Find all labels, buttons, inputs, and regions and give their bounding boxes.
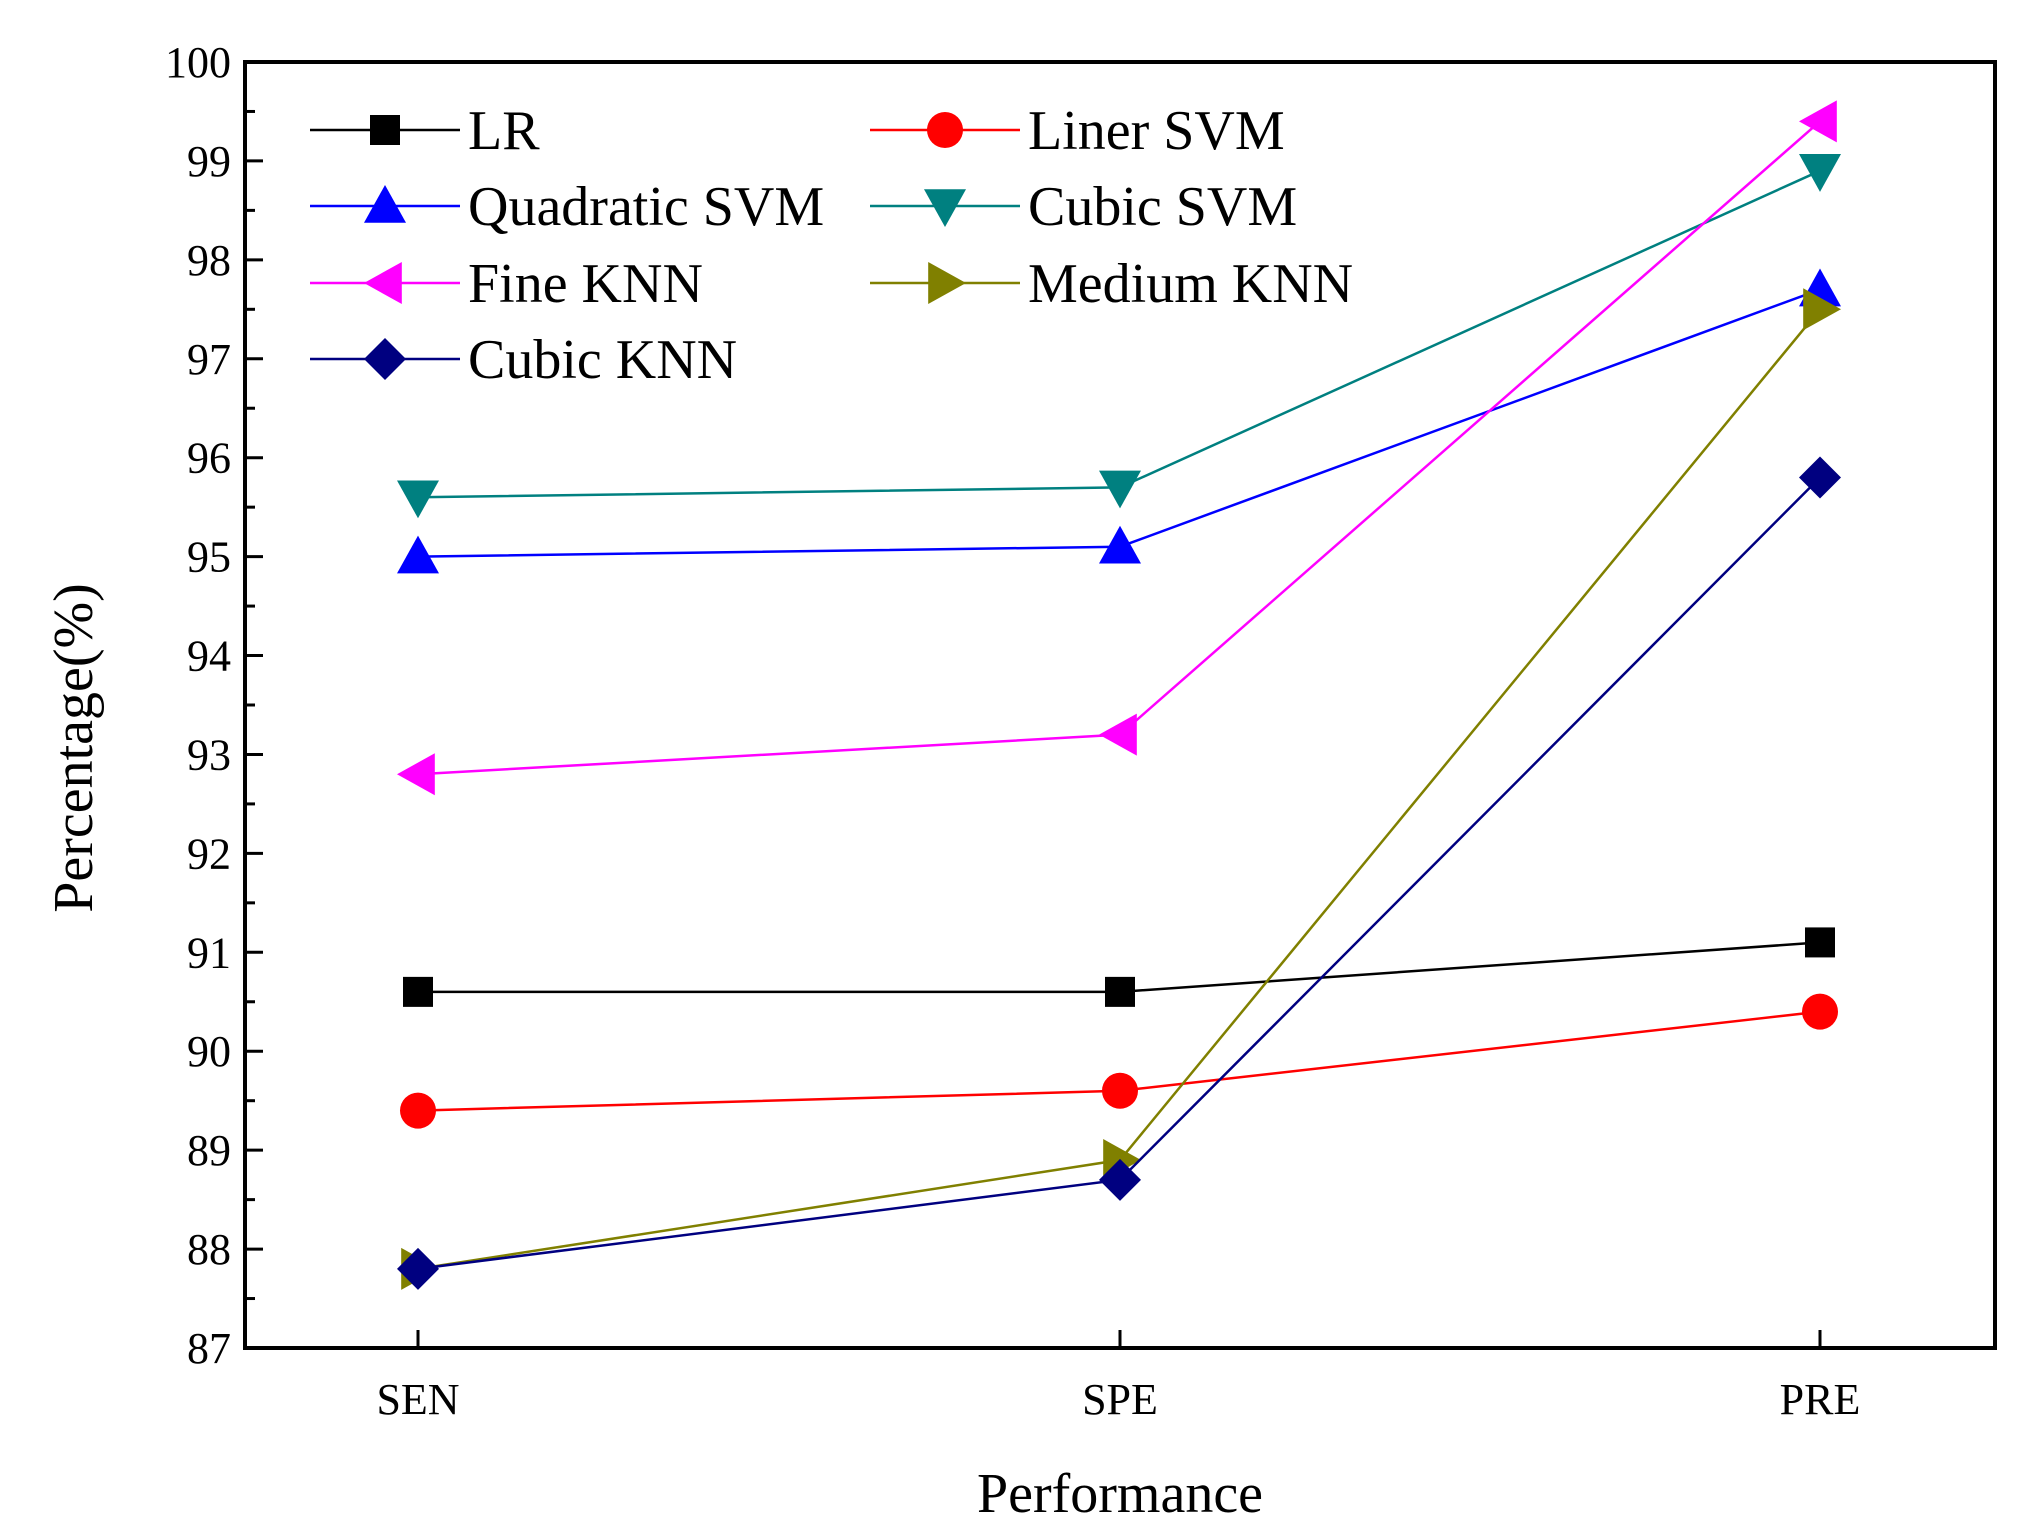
legend-marker-cubic-svm [924,189,966,227]
data-point-liner-svm-sen [400,1092,436,1129]
y-tick-label: 97 [187,335,231,384]
y-tick-label: 90 [187,1027,231,1076]
series-cubic-svm [397,154,1841,519]
series-cubic-knn [397,456,1841,1290]
x-tick-label-sen: SEN [376,1375,459,1424]
y-tick-label: 93 [187,730,231,779]
x-axis-title: Performance [977,1463,1263,1525]
x-tick-label-spe: SPE [1082,1375,1158,1424]
legend-marker-quadratic-svm [364,185,406,223]
y-tick-label: 100 [165,38,231,87]
legend-item-quadratic-svm: Quadratic SVM [310,176,824,238]
legend-marker-medium-knn [928,262,966,304]
series-fine-knn [397,100,1837,796]
legend-marker-lr [370,115,400,145]
x-tick-label-pre: PRE [1780,1375,1861,1424]
y-tick-label: 94 [187,632,231,681]
data-point-cubic-knn-pre [1799,456,1841,499]
series-liner-svm [400,993,1838,1129]
legend-item-liner-svm: Liner SVM [870,100,1285,162]
y-tick-label: 95 [187,533,231,582]
legend: LR Liner SVM Quadratic SVM Cubic SVM Fine KN… [310,100,1353,391]
data-point-cubic-svm-sen [397,480,439,519]
legend-item-cubic-knn: Cubic KNN [310,329,737,391]
series-layer [397,100,1841,1290]
data-point-lr-sen [403,976,433,1007]
data-point-fine-knn-spe [1099,713,1137,756]
data-point-cubic-svm-pre [1799,154,1841,192]
data-point-fine-knn-sen [397,753,435,796]
legend-item-fine-knn: Fine KNN [310,253,703,315]
y-tick-label: 88 [187,1225,231,1274]
data-point-medium-knn-pre [1803,288,1841,331]
legend-item-lr: LR [310,100,540,162]
y-tick-label: 91 [187,928,231,977]
legend-label: Fine KNN [468,253,703,315]
legend-label: Cubic SVM [1028,176,1297,238]
data-point-lr-pre [1805,927,1835,958]
legend-item-cubic-svm: Cubic SVM [870,176,1297,238]
legend-marker-cubic-knn [364,338,406,380]
data-point-lr-spe [1105,976,1135,1007]
y-tick-label: 89 [187,1126,231,1175]
data-point-cubic-knn-spe [1099,1158,1141,1201]
data-point-cubic-svm-spe [1099,470,1141,509]
y-axis-title: Percentage(%) [43,583,105,913]
y-tick-label: 99 [187,137,231,186]
legend-label: Liner SVM [1028,100,1285,162]
legend-marker-liner-svm [927,112,963,148]
y-tick-label: 96 [187,434,231,483]
legend-marker-fine-knn [364,262,402,304]
data-point-liner-svm-spe [1102,1072,1138,1109]
data-point-fine-knn-pre [1799,100,1837,143]
data-point-quadratic-svm-sen [397,535,439,574]
legend-label: Cubic KNN [468,329,737,391]
series-medium-knn [401,288,1841,1290]
y-tick-label: 98 [187,236,231,285]
legend-label: Medium KNN [1028,253,1353,315]
data-point-liner-svm-pre [1802,993,1838,1030]
legend-item-medium-knn: Medium KNN [870,253,1353,315]
data-point-cubic-knn-sen [397,1247,439,1290]
y-axis: 87 88 89 90 91 92 93 94 95 96 97 98 99 100 [165,38,263,1373]
y-tick-label: 92 [187,829,231,878]
x-axis: SEN SPE PRE [376,1330,1860,1424]
series-line-medium-knn [417,308,1821,1271]
y-tick-label: 87 [187,1324,231,1373]
legend-label: Quadratic SVM [468,176,824,238]
legend-label: LR [468,100,540,162]
series-lr [403,927,1835,1007]
data-point-quadratic-svm-spe [1099,525,1141,564]
